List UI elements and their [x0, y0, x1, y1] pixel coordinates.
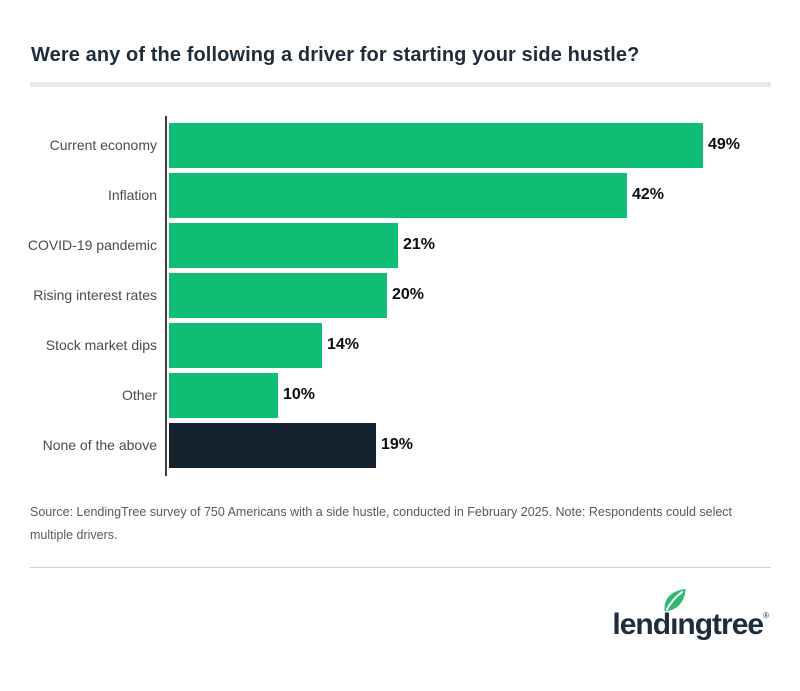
bar-rows: Current economy 49% Inflation 42% COVID-…: [0, 116, 800, 470]
bar-value-label: 21%: [403, 236, 436, 253]
bar-row: Current economy 49%: [0, 120, 800, 170]
bar-row: COVID-19 pandemic 21%: [0, 220, 800, 270]
bar-row: Other 10%: [0, 370, 800, 420]
bar-row: Rising interest rates 20%: [0, 270, 800, 320]
bar-category-label: Current economy: [49, 137, 157, 153]
bar-category-label: COVID-19 pandemic: [27, 237, 157, 253]
bar-value-label: 10%: [283, 386, 316, 403]
leaf-icon: [664, 588, 686, 612]
bar-value-label: 14%: [327, 336, 360, 353]
bar: [169, 272, 387, 318]
bar-category-label: Inflation: [107, 187, 157, 203]
bar-value-label: 20%: [392, 286, 425, 303]
lendingtree-logo: lendı ngtree®: [612, 588, 769, 641]
bar: [169, 372, 278, 418]
bar-row: None of the above 19%: [0, 420, 800, 470]
bar-category-label: Other: [121, 387, 157, 403]
bar: [169, 222, 398, 268]
bar-value-label: 49%: [708, 136, 741, 153]
y-axis-line: [165, 116, 167, 476]
infographic-page: Were any of the following a driver for s…: [0, 44, 800, 691]
source-note: Source: LendingTree survey of 750 Americ…: [30, 505, 733, 542]
registered-trademark: ®: [763, 611, 769, 620]
bar: [169, 322, 322, 368]
bar: [169, 172, 627, 218]
bar-chart: Current economy 49% Inflation 42% COVID-…: [0, 116, 800, 476]
logo-letter-i: ı: [664, 588, 686, 640]
logo-area: lendı ngtree®: [0, 588, 769, 641]
logo-text-post: ngtree: [677, 608, 764, 641]
title-divider: [30, 82, 771, 87]
bar-value-label: 42%: [632, 186, 665, 203]
footer-divider: [30, 567, 771, 568]
bar: [169, 422, 376, 468]
bar-category-label: Stock market dips: [45, 337, 157, 353]
bar-category-label: None of the above: [42, 437, 157, 453]
bar-row: Stock market dips 14%: [0, 320, 800, 370]
bar-value-label: 19%: [381, 436, 414, 453]
logo-text-pre: lend: [612, 608, 671, 641]
bar-category-label: Rising interest rates: [33, 287, 157, 303]
bar-row: Inflation 42%: [0, 170, 800, 220]
page-title: Were any of the following a driver for s…: [31, 44, 640, 66]
bar: [169, 122, 703, 168]
